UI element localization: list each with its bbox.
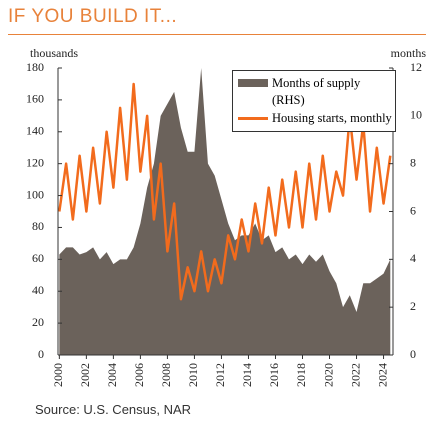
legend-label: Months of supply (RHS) (272, 76, 361, 107)
chart: thousands months 02040608010012014016018… (26, 46, 427, 387)
legend-label: Housing starts, monthly (272, 111, 392, 125)
x-tick-label: 2018 (294, 363, 308, 387)
x-tick-label: 2006 (132, 363, 146, 387)
y-tick-label: 120 (26, 155, 44, 169)
y-tick-label: 60 (32, 251, 44, 265)
x-tick-label: 2000 (51, 363, 65, 387)
title-rule (8, 34, 426, 35)
line (58, 82, 392, 301)
y2-tick-label: 8 (410, 155, 416, 169)
x-tick-label: 2008 (159, 363, 173, 387)
legend-item: Housing starts, monthly (238, 110, 392, 127)
y-axis-label: thousands (30, 46, 78, 60)
y-tick-label: 160 (26, 92, 44, 106)
y2-tick-label: 6 (410, 203, 416, 217)
x-tick-label: 2014 (240, 363, 254, 387)
y2-tick-label: 4 (410, 251, 416, 265)
y-tick-label: 0 (38, 347, 44, 361)
y2-tick-label: 0 (410, 347, 416, 361)
x-tick-label: 2002 (78, 363, 92, 387)
x-tick-label: 2022 (348, 363, 362, 387)
legend-item: Months of supply (RHS) (238, 75, 392, 109)
y-tick-label: 180 (26, 60, 44, 74)
x-tick-label: 2016 (267, 363, 281, 387)
area (59, 68, 391, 355)
chart-title: IF YOU BUILD IT... (8, 6, 178, 27)
y2-tick-label: 10 (410, 108, 422, 122)
y2-tick-label: 12 (410, 60, 422, 74)
x-tick-label: 2024 (375, 363, 389, 387)
y-tick-label: 40 (32, 283, 44, 297)
x-tick-label: 2010 (186, 363, 200, 387)
legend-swatch (238, 117, 268, 120)
y-tick-label: 100 (26, 187, 44, 201)
x-tick-label: 2020 (321, 363, 335, 387)
x-tick-label: 2004 (105, 363, 119, 387)
source: Source: U.S. Census, NAR (35, 402, 192, 417)
y2-tick-label: 2 (410, 299, 416, 313)
y-tick-label: 140 (26, 124, 44, 138)
legend-swatch (238, 79, 268, 87)
y-tick-label: 20 (32, 315, 44, 329)
y2-axis-label: months (391, 46, 427, 60)
legend: Months of supply (RHS) Housing starts, mo… (232, 70, 396, 132)
y-tick-label: 80 (32, 219, 44, 233)
x-tick-label: 2012 (213, 363, 227, 387)
